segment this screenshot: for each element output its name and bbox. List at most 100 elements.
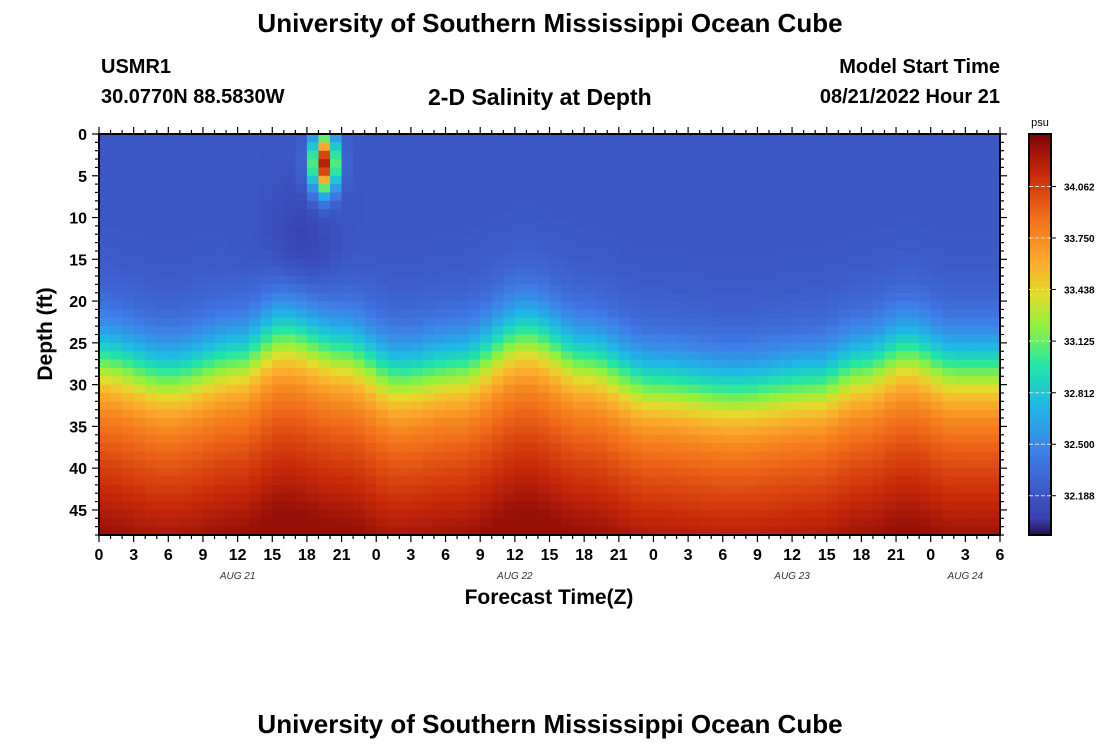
heatmap-cell [156,409,169,419]
heatmap-cell [896,376,909,386]
heatmap-cell [457,292,470,302]
x-tick-label: 9 [753,547,762,564]
heatmap-cell [803,376,816,386]
heatmap-cell [665,267,678,277]
heatmap-cell [618,259,631,269]
heatmap-cell [226,468,239,478]
heatmap-cell [202,518,216,528]
heatmap-cell [988,200,1001,210]
heatmap-cell [896,409,909,419]
heatmap-cell [907,150,920,160]
heatmap-cell [572,434,585,444]
heatmap-cell [699,159,712,169]
heatmap-cell [907,367,920,377]
heatmap-cell [722,134,735,143]
heatmap-cell [272,326,285,336]
heatmap-cell [792,309,805,319]
heatmap-cell [260,259,273,269]
heatmap-cell [272,234,285,244]
heatmap-cell [445,518,458,528]
heatmap-cell [768,434,782,444]
heatmap-cell [341,384,354,394]
heatmap-cell [399,142,412,152]
heatmap-cell [364,384,377,394]
heatmap-cell [260,142,273,152]
heatmap-cell [433,509,447,519]
heatmap-cell [699,384,712,394]
heatmap-cell [919,217,932,227]
heatmap-cell [595,484,608,494]
heatmap-cell [768,409,782,419]
heatmap-cell [526,259,539,269]
heatmap-cell [480,468,493,478]
heatmap-cell [422,284,435,294]
heatmap-cell [595,401,608,411]
heatmap-cell [711,276,724,285]
heatmap-cell [561,192,574,202]
heatmap-cell [942,242,955,252]
heatmap-cell [99,309,112,319]
heatmap-cell [942,501,955,511]
heatmap-cell [745,418,759,427]
heatmap-cell [711,434,724,444]
heatmap-cell [872,484,886,494]
heatmap-cell [618,309,631,319]
heatmap-cell [445,167,458,177]
heatmap-cell [653,284,666,294]
heatmap-cell [179,276,193,285]
heatmap-cell [480,384,493,394]
heatmap-cell [572,209,585,219]
heatmap-cell [410,443,424,453]
heatmap-cell [156,175,169,185]
heatmap-cell [607,242,620,252]
heatmap-cell [122,150,135,160]
heatmap-cell [318,359,331,369]
heatmap-cell [226,234,239,244]
heatmap-cell [226,200,239,210]
x-tick-label: 3 [961,547,970,564]
heatmap-cell [630,284,643,294]
heatmap-cell [537,301,551,311]
heatmap-cell [168,451,181,461]
heatmap-cell [803,392,816,402]
heatmap-cell [353,267,366,277]
heatmap-cell [283,392,296,402]
heatmap-cell [249,217,262,227]
heatmap-cell [226,409,239,419]
heatmap-cell [699,484,712,494]
heatmap-cell [249,326,262,336]
heatmap-cell [260,518,273,528]
heatmap-cell [122,134,135,143]
heatmap-cell [214,392,227,402]
heatmap-cell [526,384,539,394]
heatmap-cell [330,409,343,419]
heatmap-cell [249,134,262,143]
heatmap-cell [919,434,932,444]
heatmap-cell [202,476,216,486]
heatmap-cell [202,250,216,260]
heatmap-cell [572,334,585,344]
heatmap-cell [145,509,158,519]
heatmap-cell [641,292,655,302]
heatmap-cell [919,376,932,386]
heatmap-cell [965,468,978,478]
heatmap-cell [491,276,504,285]
heatmap-cell [896,526,909,536]
heatmap-cell [399,468,412,478]
heatmap-cell [572,384,585,394]
heatmap-cell [711,200,724,210]
heatmap-cell [942,334,955,344]
heatmap-cell [260,459,273,469]
heatmap-cell [815,301,828,311]
heatmap-cell [376,267,389,277]
heatmap-cell [306,234,320,244]
heatmap-cell [676,175,689,185]
heatmap-cell [260,384,273,394]
heatmap-cell [457,459,470,469]
heatmap-cell [572,501,585,511]
heatmap-cell [826,267,839,277]
heatmap-cell [249,376,262,386]
heatmap-cell [537,200,551,210]
heatmap-cell [491,242,504,252]
heatmap-cell [364,309,377,319]
